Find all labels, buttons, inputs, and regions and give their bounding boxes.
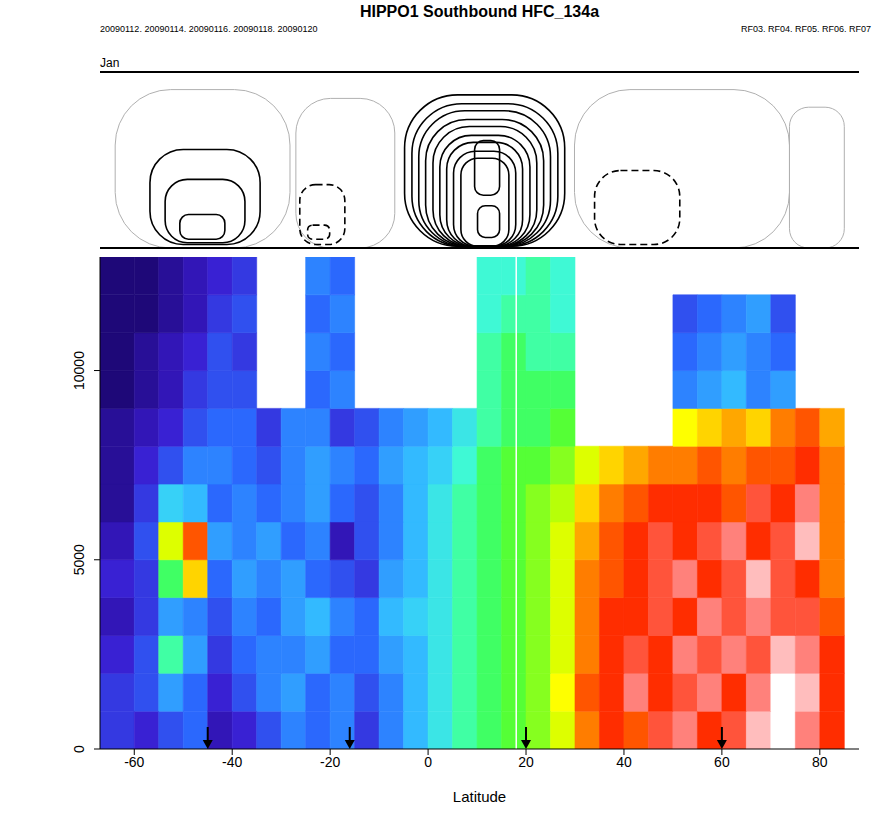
html-text:20090112. 20090114. 20090116.: 20090112. 20090114. 20090116. 20090118. … <box>100 24 318 34</box>
svg-text:20: 20 <box>518 754 534 770</box>
html-text:RF03. RF04. RF05. RF06. RF07: RF03. RF04. RF05. RF06. RF07 <box>741 24 871 34</box>
svg-text:-60: -60 <box>124 754 144 770</box>
html-text:HIPPO1 Southbound HFC_134a: HIPPO1 Southbound HFC_134a <box>359 3 600 20</box>
svg-text:0: 0 <box>71 745 87 753</box>
html-text:Jan: Jan <box>100 56 120 70</box>
svg-text:5000: 5000 <box>71 544 87 575</box>
svg-text:-20: -20 <box>320 754 340 770</box>
svg-text:10000: 10000 <box>71 351 87 390</box>
svg-text:60: 60 <box>714 754 730 770</box>
svg-text:80: 80 <box>812 754 828 770</box>
svg-text:40: 40 <box>616 754 632 770</box>
svg-text:0: 0 <box>424 754 432 770</box>
svg-text:Latitude: Latitude <box>453 788 506 805</box>
svg-text:-40: -40 <box>222 754 242 770</box>
